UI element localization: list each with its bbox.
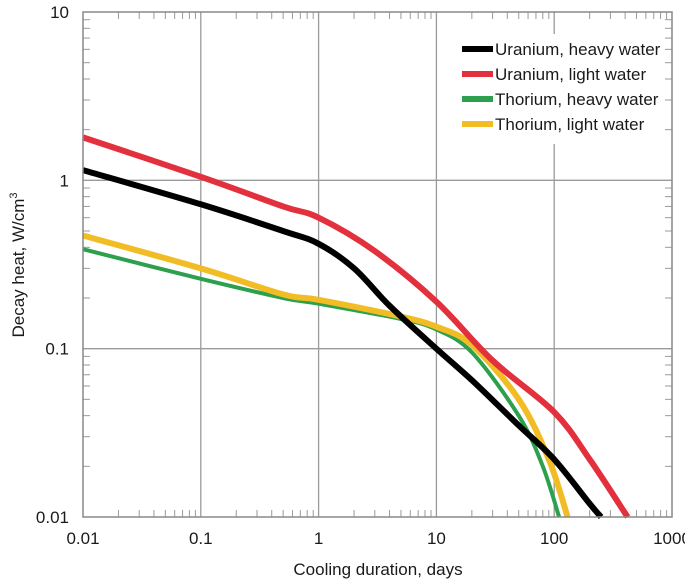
x-axis-title: Cooling duration, days bbox=[293, 560, 462, 579]
legend-label: Uranium, heavy water bbox=[495, 40, 661, 59]
minor-ticks bbox=[83, 12, 672, 517]
y-axis-title-superscript: 3 bbox=[8, 193, 20, 199]
plot-frame bbox=[82, 11, 673, 518]
y-axis-title: Decay heat, W/cm3 bbox=[8, 193, 28, 338]
y-tick-label: 1 bbox=[60, 171, 69, 190]
series-lines bbox=[82, 134, 631, 519]
x-tick-label: 100 bbox=[540, 529, 568, 548]
y-tick-label: 10 bbox=[50, 3, 69, 22]
legend-label: Thorium, light water bbox=[495, 115, 645, 134]
x-tick-label: 10 bbox=[427, 529, 446, 548]
series-line bbox=[82, 167, 604, 519]
legend-label: Thorium, heavy water bbox=[495, 90, 659, 109]
x-tick-label: 0.1 bbox=[189, 529, 213, 548]
legend: Uranium, heavy water Uranium, light water… bbox=[440, 34, 661, 144]
y-tick-label: 0.01 bbox=[36, 508, 69, 527]
y-tick-label: 0.1 bbox=[45, 340, 69, 359]
series-line bbox=[82, 232, 571, 518]
series-line bbox=[82, 134, 631, 519]
x-tick-label: 1 bbox=[314, 529, 323, 548]
x-tick-label: 0.01 bbox=[66, 529, 99, 548]
y-axis-title-text: Decay heat, W/cm bbox=[9, 199, 28, 338]
legend-label: Uranium, light water bbox=[495, 65, 647, 84]
